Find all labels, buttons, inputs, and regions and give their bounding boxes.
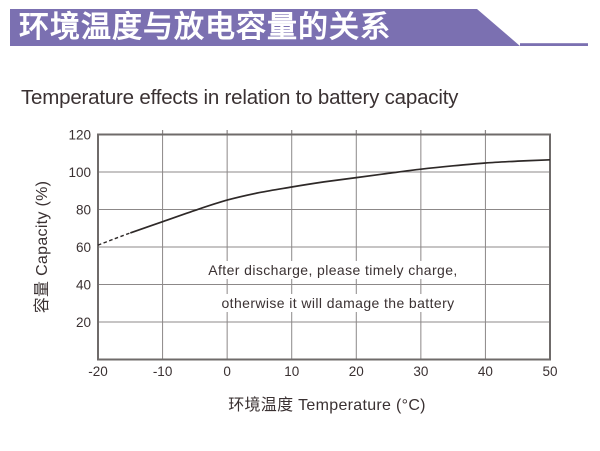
x-tick-label: -10: [153, 364, 173, 379]
x-tick-label: 0: [223, 364, 231, 379]
y-tick-label: 20: [76, 315, 91, 330]
y-tick-label: 120: [68, 127, 91, 142]
y-tick-label: 40: [76, 277, 91, 292]
page-title: Temperature effects in relation to batte…: [21, 86, 459, 109]
annotation-line2: otherwise it will damage the battery: [216, 294, 460, 312]
x-tick-label: 30: [413, 364, 428, 379]
y-tick-label: 80: [76, 202, 91, 217]
x-tick-label: 50: [542, 364, 557, 379]
capacity-curve-dashed-segment: [97, 232, 131, 246]
banner-underline: [520, 43, 588, 46]
y-tick-label: 60: [76, 240, 91, 255]
banner-title: 环境温度与放电容量的关系: [19, 11, 391, 44]
y-axis-title: 容量 Capacity (%): [34, 180, 51, 314]
plot-frame: [97, 133, 551, 361]
x-tick-label: 40: [478, 364, 493, 379]
header-banner: 环境温度与放电容量的关系: [0, 0, 600, 60]
annotation-line1: After discharge, please timely charge,: [203, 261, 463, 279]
x-tick-label: -20: [88, 364, 108, 379]
capacity-curve: [130, 158, 551, 234]
y-tick-label: 100: [68, 165, 91, 180]
x-tick-label: 20: [349, 364, 364, 379]
x-tick-label: 10: [284, 364, 299, 379]
banner-shape: [10, 9, 588, 46]
banner-polygon: [10, 9, 520, 46]
x-axis-title: 环境温度 Temperature (°C): [228, 397, 426, 414]
